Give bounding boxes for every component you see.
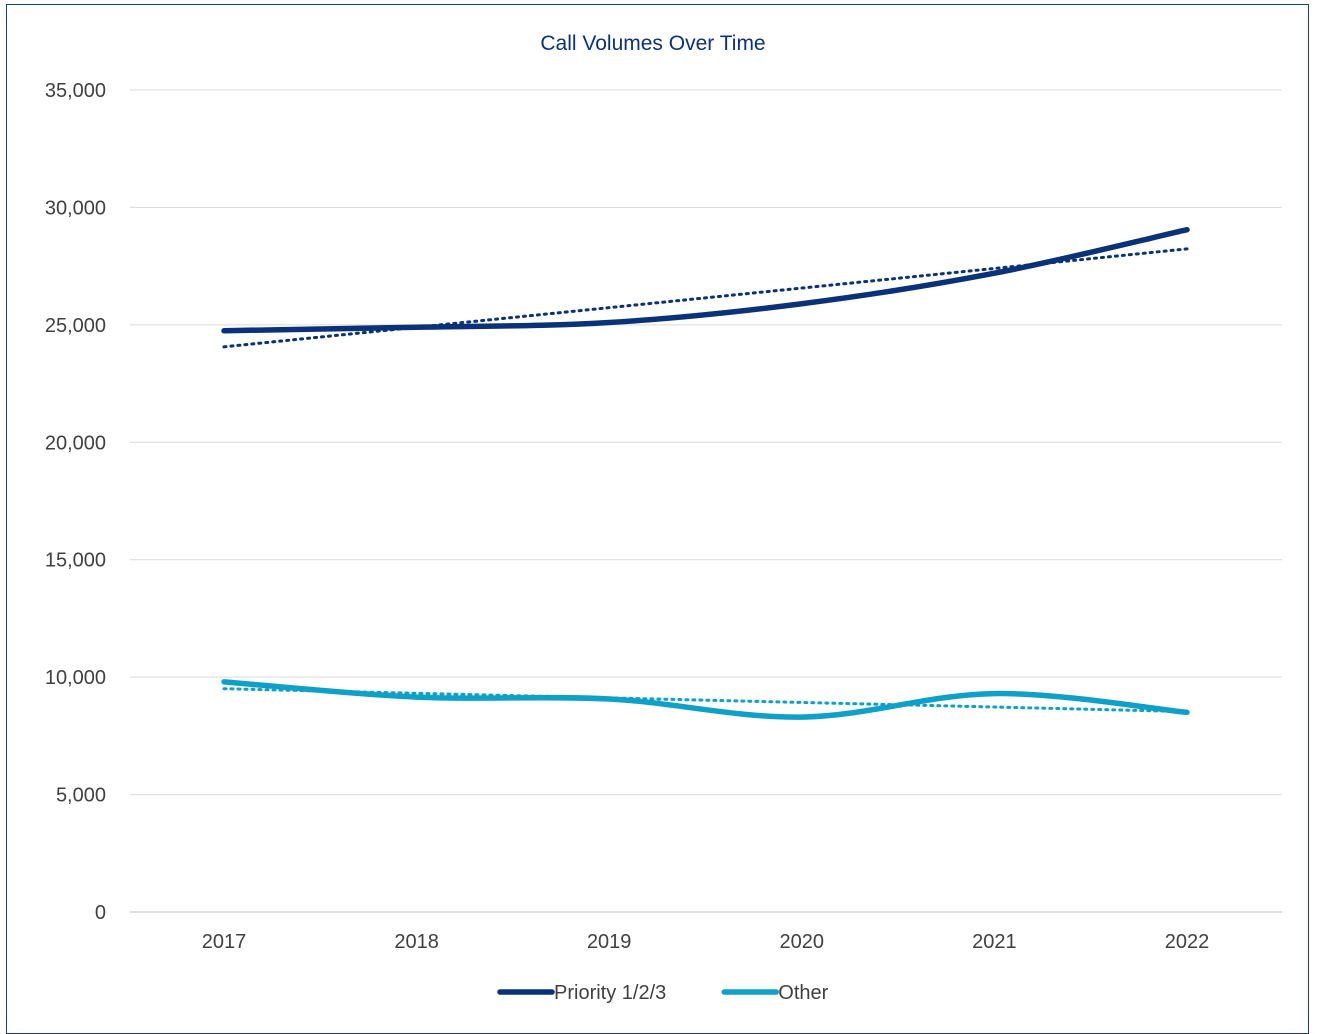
y-tick-label: 20,000 [45,432,106,454]
series-lines [221,226,1190,720]
x-tick-label: 2022 [1165,931,1210,953]
y-tick-label: 5,000 [56,785,106,807]
legend-label: Other [778,982,828,1004]
y-tick-label: 0 [95,902,106,924]
x-tick-label: 2017 [202,931,247,953]
y-tick-label: 15,000 [45,550,106,572]
x-tick-label: 2019 [587,931,632,953]
series-line-1 [221,679,1190,720]
trendlines [222,247,1189,714]
y-tick-label: 35,000 [45,80,106,102]
y-tick-label: 10,000 [45,667,106,689]
x-tick-label: 2021 [972,931,1017,953]
y-tick-label: 30,000 [45,197,106,219]
y-axis-ticks: 0 5,000 10,000 15,000 20,000 25,000 30,000 35,0… [45,80,106,924]
legend: Priority 1/2/3 Other [497,982,829,1004]
series-line-0 [221,226,1190,334]
x-tick-label: 2018 [394,931,439,953]
gridlines [130,89,1282,913]
chart-title: Call Volumes Over Time [540,32,765,55]
legend-label: Priority 1/2/3 [554,982,666,1004]
y-tick-label: 25,000 [45,315,106,337]
chart-frame [6,4,1309,1034]
x-axis-ticks: 2017 2018 2019 2020 2021 2022 [202,931,1210,953]
x-tick-label: 2020 [780,931,825,953]
